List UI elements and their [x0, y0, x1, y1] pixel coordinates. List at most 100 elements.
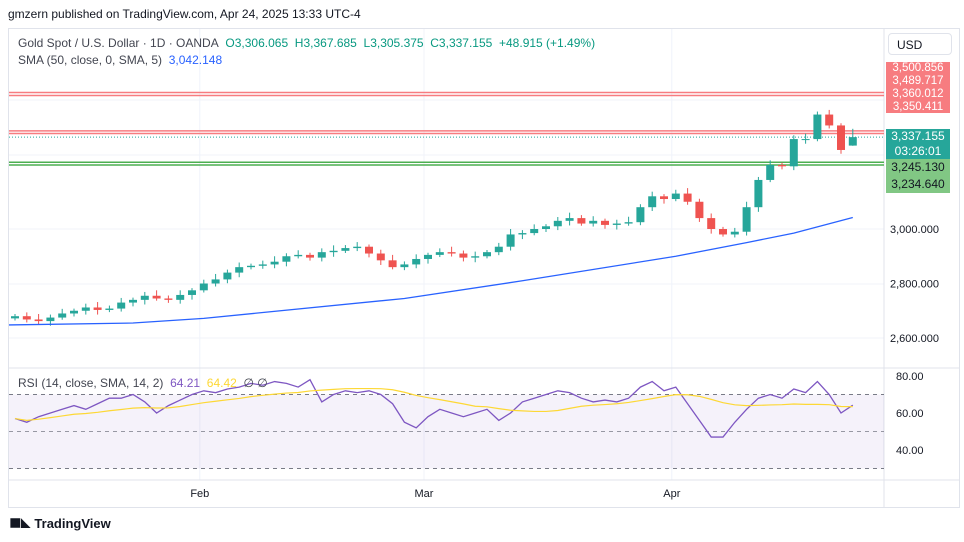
time-tick: Feb: [190, 488, 209, 500]
rsi-ma-value: 64.42: [206, 376, 237, 390]
current-price-label: 3,337.155 03:26:01: [886, 129, 950, 159]
candle-body: [164, 298, 173, 300]
candle-body: [742, 207, 751, 232]
symbol-label[interactable]: Gold Spot / U.S. Dollar · 1D · OANDA: [18, 36, 219, 50]
currency-selector[interactable]: USD: [888, 33, 952, 55]
candle-body: [376, 253, 385, 261]
candle-body: [11, 316, 19, 319]
published-caption: gmzern published on TradingView.com, Apr…: [8, 7, 361, 21]
candle-countdown: 03:26:01: [894, 144, 942, 158]
candle-body: [813, 114, 822, 140]
candle-body: [412, 258, 421, 265]
price-label: 3,245.130: [891, 160, 945, 174]
candle-body: [105, 308, 114, 310]
candle-body: [211, 279, 220, 284]
candle-body: [848, 137, 857, 146]
time-tick: Mar: [415, 488, 434, 500]
tv-logo-icon: ⯀◣: [10, 516, 35, 531]
candle-body: [152, 295, 161, 299]
rsi-tick: 40.00: [896, 445, 924, 457]
rsi-na-2: ∅: [257, 376, 268, 390]
price-label: 3,350.411: [892, 101, 944, 113]
candle-body: [400, 264, 409, 268]
candle-body: [341, 248, 350, 251]
candle-body: [683, 193, 692, 202]
candle-body: [601, 220, 609, 225]
rsi-label[interactable]: RSI (14, close, SMA, 14, 2): [18, 376, 164, 390]
candle-body: [695, 201, 704, 219]
candle-body: [553, 220, 562, 227]
chart-legend: Gold Spot / U.S. Dollar · 1D · OANDA O3,…: [18, 35, 595, 69]
candle-body: [435, 252, 444, 255]
chart-frame[interactable]: [8, 28, 960, 508]
candle-body: [589, 220, 598, 224]
candle-body: [483, 252, 491, 257]
candle-body: [671, 193, 680, 200]
support-labels: 3,245.130 3,234.640: [886, 159, 950, 193]
candle-body: [754, 179, 763, 208]
candle-body: [636, 207, 645, 223]
candle-body: [447, 252, 456, 254]
sma-line: [8, 216, 853, 326]
candle-body: [577, 218, 586, 224]
candle-body: [506, 234, 515, 247]
candle-body: [530, 229, 539, 234]
current-price: 3,337.155: [891, 129, 945, 143]
rsi-ma-line: [14, 387, 853, 422]
candle-body: [648, 196, 657, 208]
price-tick: 3,000.000: [890, 224, 939, 236]
candle-body: [471, 256, 480, 258]
candle-body: [176, 294, 185, 300]
candle-body: [22, 316, 31, 320]
sma-value: 3,042.148: [168, 53, 223, 67]
candle-body: [837, 125, 845, 150]
rsi-na-1: ∅: [243, 376, 254, 390]
candle-body: [317, 252, 326, 258]
candle-body: [282, 256, 291, 262]
low-value: L3,305.375: [363, 36, 424, 50]
candle-body: [778, 164, 786, 167]
candle-body: [494, 246, 503, 253]
candle-body: [235, 267, 244, 273]
price-label: 3,500.856: [892, 62, 944, 74]
candle-body: [766, 164, 775, 180]
brand-name: TradingView: [34, 516, 111, 531]
change-value: +48.915 (+1.49%): [499, 36, 596, 50]
candle-body: [707, 218, 716, 229]
candle-body: [365, 246, 373, 254]
sma-label[interactable]: SMA (50, close, 0, SMA, 5): [18, 53, 163, 67]
tradingview-logo[interactable]: ⯀◣ TradingView: [10, 516, 111, 532]
rsi-tick: 80.00: [896, 371, 924, 383]
candle-body: [789, 139, 798, 167]
candle-body: [660, 196, 668, 200]
candle-body: [129, 299, 137, 303]
candle-body: [188, 290, 196, 295]
candle-body: [801, 139, 810, 141]
candle-body: [542, 226, 550, 229]
candle-body: [58, 313, 67, 318]
candle-body: [294, 254, 303, 257]
candle-body: [353, 246, 362, 249]
candle-body: [270, 261, 279, 265]
price-label: 3,360.012: [892, 88, 944, 100]
candle-body: [258, 264, 267, 266]
candle-body: [612, 223, 621, 225]
rsi-value: 64.21: [170, 376, 201, 390]
candle-body: [199, 283, 208, 291]
time-tick: Apr: [663, 488, 680, 500]
price-tick: 2,600.000: [890, 333, 939, 345]
open-value: O3,306.065: [225, 36, 289, 50]
candle-body: [247, 265, 255, 268]
candle-body: [34, 319, 43, 322]
candle-body: [518, 233, 527, 235]
high-value: H3,367.685: [294, 36, 357, 50]
candle-body: [329, 250, 338, 253]
candle-body: [117, 302, 126, 309]
candle-body: [81, 307, 90, 311]
candle-body: [624, 222, 633, 224]
candle-body: [388, 260, 397, 268]
candle-body: [140, 295, 149, 300]
candle-body: [565, 218, 574, 221]
candle-body: [46, 317, 55, 322]
